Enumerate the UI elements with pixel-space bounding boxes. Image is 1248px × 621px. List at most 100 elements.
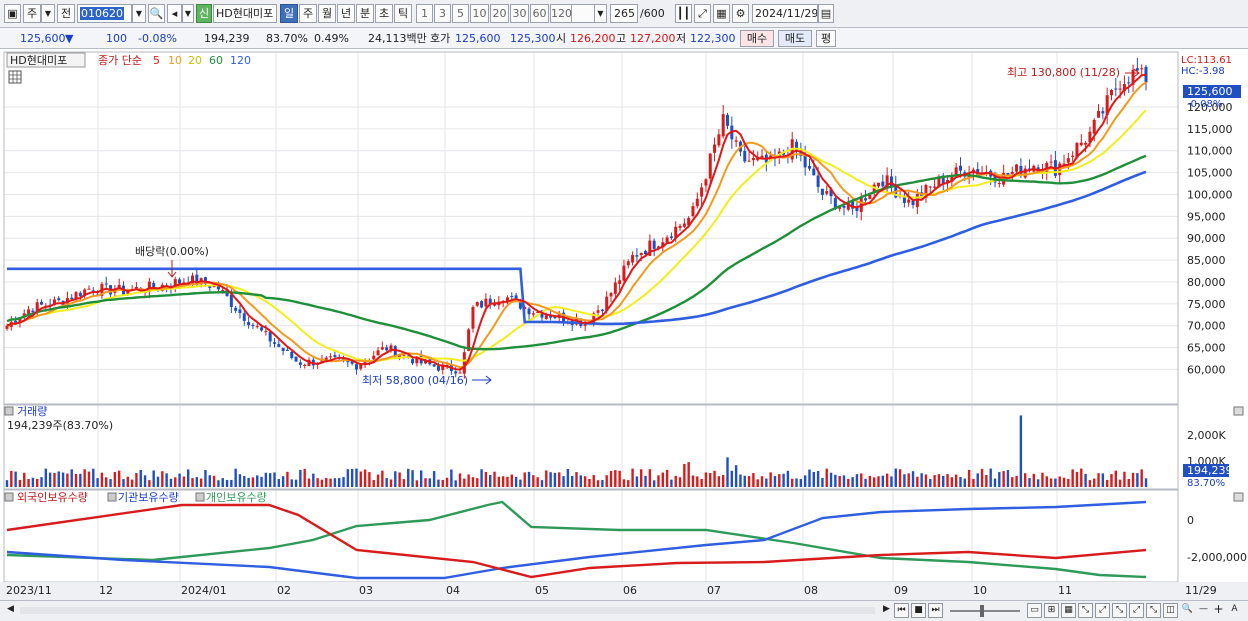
volume-bar (294, 479, 298, 487)
tool-icon-2[interactable]: ⊞ (1044, 603, 1059, 618)
candle-body (471, 307, 475, 329)
volume-bar (791, 478, 794, 487)
scroll-left-icon[interactable]: ◀ (7, 604, 14, 614)
volume-bar (437, 479, 440, 487)
code-dropdown-icon[interactable]: ▼ (132, 4, 146, 23)
candle-body (687, 217, 691, 226)
period-tab-1[interactable]: 주 (299, 4, 317, 23)
minute-tab-3[interactable]: 3 (434, 4, 451, 23)
zoom-slider[interactable] (950, 610, 1020, 612)
interval-dropdown-icon[interactable]: ▼ (594, 4, 607, 23)
volume-bar (881, 475, 885, 487)
volume-bar (687, 462, 690, 487)
tool-icon-8[interactable]: ⤡ (1146, 603, 1161, 618)
volume-panel-handle[interactable] (4, 406, 14, 416)
speaker-icon[interactable]: ◂ (167, 4, 182, 23)
stop-icon[interactable]: ■ (911, 603, 926, 618)
tool-icon-7[interactable]: ⤢ (1129, 603, 1144, 618)
volume-bar (1118, 479, 1122, 487)
candle-body (1092, 119, 1096, 134)
minute-tab-1[interactable]: 1 (416, 4, 433, 23)
draw-tool-icon[interactable]: ⤢ (694, 4, 711, 23)
volume-bar (221, 478, 224, 487)
candle-body (678, 225, 682, 228)
search-icon[interactable]: 🔍 (148, 4, 165, 23)
tool-icon-9[interactable]: ◫ (1163, 603, 1178, 618)
volume-bar (838, 476, 841, 487)
calendar-icon[interactable]: ▤ (818, 4, 834, 23)
avg-button[interactable]: 평 (816, 30, 836, 47)
font-size-icon[interactable]: A (1231, 604, 1238, 614)
zoom-icon[interactable]: 🔍 (1181, 604, 1194, 614)
volume-bar (268, 473, 272, 487)
holding-panel-handle[interactable] (4, 492, 14, 502)
compare-icon[interactable]: ▦ (713, 4, 730, 23)
volume-bar (1067, 478, 1070, 487)
tool-icon-1[interactable]: ▭ (1027, 603, 1042, 618)
indiv-holding-line (6, 500, 1147, 579)
date-label-1: 12 (99, 584, 113, 597)
market-select[interactable]: 주 (23, 4, 41, 23)
zoom-in-icon[interactable]: + (1213, 602, 1224, 616)
window-menu-icon[interactable]: ▣ (4, 4, 21, 23)
tool-icon-5[interactable]: ⤢ (1095, 603, 1110, 618)
period-tab-4[interactable]: 분 (356, 4, 374, 23)
volume-bar (713, 470, 716, 487)
candle-body (216, 284, 220, 290)
tool-icon-3[interactable]: ▦ (1061, 603, 1076, 618)
period-tab-0[interactable]: 일 (280, 4, 298, 23)
volume-bar (113, 472, 117, 487)
zoom-out-icon[interactable]: — (1199, 604, 1208, 614)
date-input[interactable]: 2024/11/29 (752, 4, 818, 23)
volume-bar (954, 474, 958, 487)
volume-bar (428, 478, 432, 487)
period-tab-2[interactable]: 월 (318, 4, 336, 23)
volume-bar (40, 477, 43, 487)
volume-bar (803, 475, 807, 487)
volume-bar (627, 480, 630, 487)
volume-bar (480, 469, 483, 487)
volume-bar (493, 471, 496, 487)
volume-bar (1028, 478, 1031, 487)
date-axis-bg (0, 582, 1248, 600)
tool-icon-4[interactable]: ⤡ (1078, 603, 1093, 618)
volume-bar (700, 479, 703, 487)
volume-bar (980, 468, 984, 487)
scroll-track[interactable] (20, 607, 875, 614)
minute-tab-20[interactable]: 20 (490, 4, 509, 23)
table-icon[interactable] (8, 70, 22, 84)
candle-body (846, 202, 850, 210)
rewind-icon[interactable]: ⏮ (894, 603, 909, 618)
chart-type-icon[interactable]: ┃┃ (675, 4, 692, 23)
prev-button[interactable]: 전 (57, 4, 75, 23)
minute-tab-5[interactable]: 5 (452, 4, 469, 23)
holding-close-icon[interactable] (1233, 492, 1244, 502)
minute-tab-10[interactable]: 10 (470, 4, 489, 23)
gear-icon[interactable]: ⚙ (732, 4, 749, 23)
minute-tab-30[interactable]: 30 (510, 4, 529, 23)
minute-tab-120[interactable]: 120 (550, 4, 572, 23)
chart-area[interactable]: HD현대미포 종가 단순 5 10 20 60 120 LC:113.61 HC… (0, 50, 1248, 600)
speaker-dropdown-icon[interactable]: ▼ (182, 4, 194, 23)
volume-bar (424, 478, 427, 487)
scroll-right-icon[interactable]: ▶ (883, 604, 890, 614)
minute-tab-60[interactable]: 60 (530, 4, 549, 23)
volume-close-icon[interactable] (1233, 406, 1244, 416)
stock-code-input[interactable]: 010620 (77, 4, 132, 23)
sell-button[interactable]: 매도 (778, 30, 812, 47)
market-dropdown-icon[interactable]: ▼ (41, 4, 55, 23)
period-tab-5[interactable]: 초 (375, 4, 393, 23)
period-tab-6[interactable]: 틱 (394, 4, 412, 23)
volume-bar (338, 478, 341, 487)
volume-bar (79, 473, 82, 487)
volume-bar (105, 477, 108, 487)
volume-bar (847, 478, 850, 487)
price-tick-5: 95,000 (1187, 210, 1226, 223)
price-tick-1: 115,000 (1187, 123, 1233, 136)
count-input[interactable]: 265 (610, 4, 638, 23)
buy-button[interactable]: 매수 (740, 30, 774, 47)
forward-icon[interactable]: ⏭ (928, 603, 943, 618)
period-tab-3[interactable]: 년 (337, 4, 355, 23)
tool-icon-6[interactable]: ⤡ (1112, 603, 1127, 618)
zoom-slider-handle[interactable] (980, 605, 984, 617)
